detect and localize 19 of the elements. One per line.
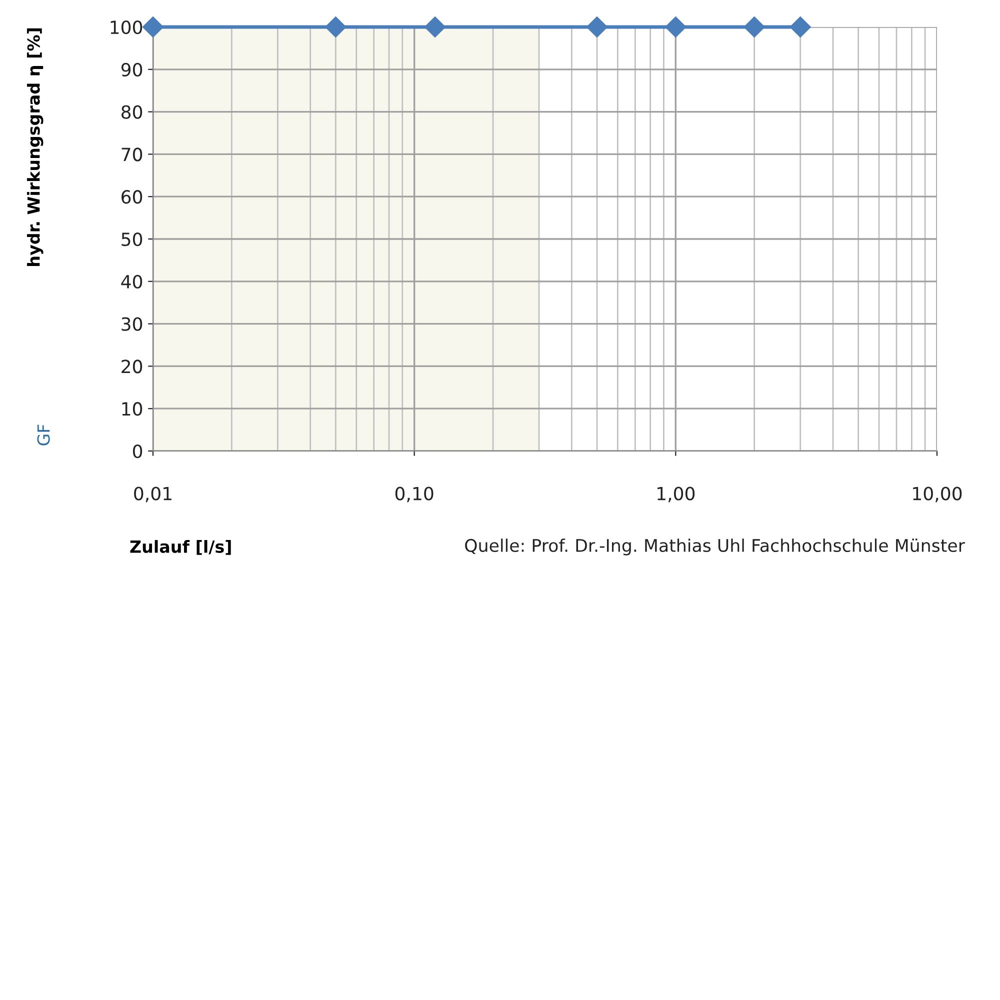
- y-tick-label: 50: [122, 232, 142, 246]
- x-tick-label: 10,00: [913, 486, 962, 502]
- y-axis-title: hydr. Wirkungsgrad η [%]: [26, 28, 44, 266]
- y-tick-label: 30: [122, 317, 142, 331]
- x-tick-label: 0,10: [395, 486, 434, 502]
- y-tick-label: 40: [121, 274, 142, 289]
- y-tick-label: 0: [132, 444, 142, 458]
- source-note: Quelle: Prof. Dr.-Ing. Mathias Uhl Fachhochschule Münster: [465, 538, 966, 556]
- y-tick-label: 70: [122, 148, 142, 162]
- y-tick-label: 100: [110, 20, 142, 34]
- y-tick-label: 10: [122, 402, 142, 416]
- x-tick-label: 0,01: [134, 486, 172, 502]
- y-tick-label: 20: [122, 360, 142, 374]
- y-tick-label: 90: [121, 62, 142, 77]
- text: GF: [37, 424, 50, 446]
- y-tick-label: 80: [122, 105, 142, 119]
- x-axis-title: Zulauf [l/s]: [130, 540, 231, 555]
- y-tick-label: 60: [122, 190, 142, 204]
- x-tick-label: 1,00: [658, 486, 695, 502]
